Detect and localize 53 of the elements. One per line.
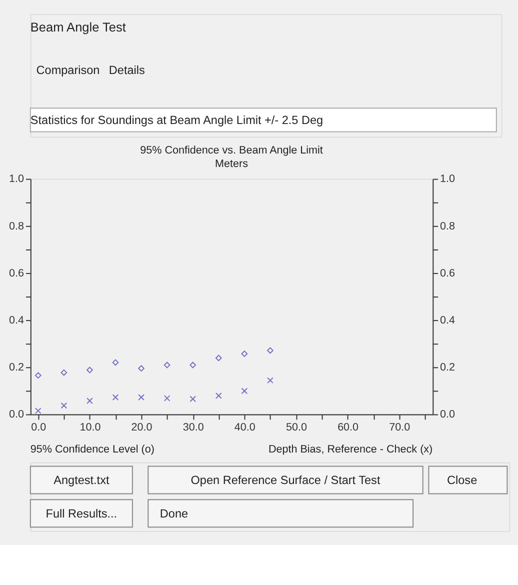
- x-tick-label: 0.0: [31, 421, 46, 434]
- text: Statistics for Soundings at Beam Angle Limit +/- 2.5 Deg: [30, 114, 324, 127]
- x-tick-label: 40.0: [234, 421, 256, 434]
- x-tick-label: 50.0: [286, 421, 307, 434]
- y2-tick-label: 0.8: [440, 220, 456, 232]
- point: [34, 372, 42, 379]
- point: [215, 354, 222, 362]
- chart-title: 95% Confidence vs. Beam Angle Limit: [140, 144, 323, 156]
- point: [86, 398, 93, 404]
- x-tick-label: 70.0: [389, 421, 410, 434]
- point: [138, 394, 144, 400]
- point: [241, 350, 248, 357]
- text: Beam Angle Test: [30, 20, 126, 35]
- point: [112, 359, 119, 366]
- x-tick-label: 20.0: [131, 421, 152, 434]
- y-tick-label: 0.8: [9, 220, 24, 232]
- text: Full Results...: [46, 507, 118, 520]
- x-tick-label: 10.0: [80, 421, 101, 434]
- text: Details: [108, 64, 145, 77]
- chart-subtitle: Meters: [215, 158, 248, 170]
- y2-tick-label: 0.2: [440, 362, 456, 374]
- point: [267, 377, 274, 384]
- point: [190, 396, 196, 402]
- point: [86, 366, 93, 374]
- point: [60, 402, 68, 409]
- y2-tick-label: 0.6: [440, 267, 456, 280]
- y2-tick-label: 0.4: [440, 314, 456, 327]
- y2-tick-label: 0.0: [440, 408, 456, 421]
- y-tick-label: 0.0: [9, 408, 24, 421]
- point: [215, 392, 222, 399]
- text: Comparison: [36, 64, 100, 77]
- point: [241, 388, 248, 394]
- point: [34, 408, 42, 414]
- text: Close: [447, 474, 478, 487]
- point: [112, 394, 119, 400]
- y2-tick-label: 1.0: [440, 173, 456, 186]
- text: Depth Bias, Reference - Check (x): [268, 444, 433, 456]
- y-tick-label: 0.6: [9, 267, 24, 280]
- x-tick-label: 30.0: [182, 421, 204, 434]
- point: [60, 369, 68, 376]
- text: 95% Confidence Level (o): [30, 444, 154, 456]
- text: Done: [160, 507, 188, 520]
- x-tick-label: 60.0: [338, 421, 359, 434]
- text: Angtest.txt: [54, 474, 110, 487]
- y-tick-label: 1.0: [9, 173, 24, 186]
- point: [164, 362, 170, 368]
- point: [138, 365, 144, 372]
- point: [190, 362, 196, 368]
- point: [267, 347, 274, 354]
- y-tick-label: 0.2: [9, 362, 24, 374]
- point: [164, 395, 170, 402]
- text: Open Reference Surface / Start Test: [190, 474, 381, 487]
- y-tick-label: 0.4: [9, 314, 24, 327]
